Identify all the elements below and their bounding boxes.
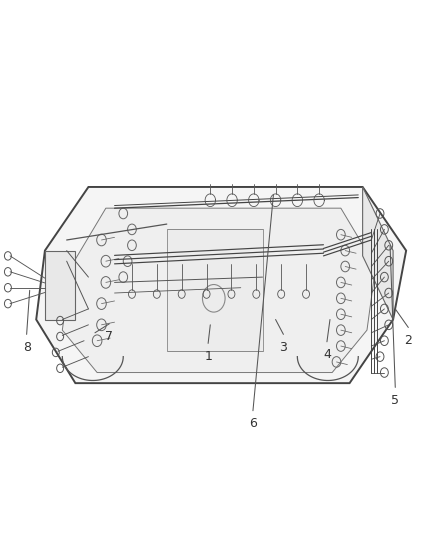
Polygon shape xyxy=(36,187,406,383)
Text: 5: 5 xyxy=(391,394,399,407)
Text: 6: 6 xyxy=(249,417,257,430)
Text: 7: 7 xyxy=(105,330,113,343)
Text: 1: 1 xyxy=(204,350,212,363)
Text: 2: 2 xyxy=(404,334,412,347)
Polygon shape xyxy=(62,208,376,373)
Text: 8: 8 xyxy=(23,341,31,354)
Polygon shape xyxy=(167,229,262,351)
Text: 4: 4 xyxy=(323,348,331,361)
Polygon shape xyxy=(363,187,393,319)
Text: 3: 3 xyxy=(279,341,287,354)
Polygon shape xyxy=(45,251,75,319)
